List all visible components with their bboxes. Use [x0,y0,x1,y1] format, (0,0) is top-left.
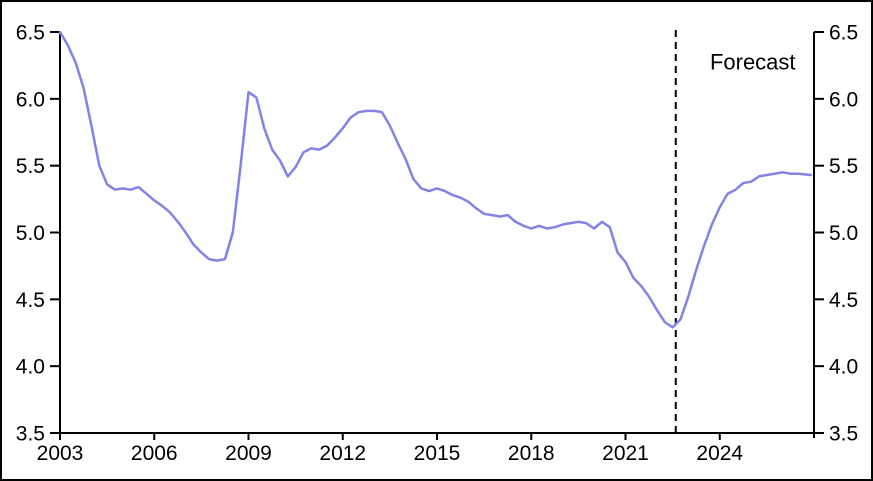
y-axis-tick-label-right: 5.0 [829,222,858,245]
x-axis-tick-label: 2021 [602,442,649,465]
x-axis-tick-label: 2024 [696,442,743,465]
forecast-annotation: Forecast [710,49,796,74]
y-axis-tick-label-right: 3.5 [829,423,858,446]
y-axis-tick-label-left: 6.0 [16,88,45,111]
y-axis-tick-label-left: 6.5 [16,22,45,45]
y-axis-tick-label-left: 5.5 [16,155,45,178]
data-series-line [58,30,813,329]
x-axis-tick-label: 2012 [319,442,366,465]
y-axis-tick-label-right: 5.5 [829,155,858,178]
y-axis-tick-label-left: 4.5 [16,289,45,312]
x-axis-tick-label: 2018 [508,442,555,465]
y-axis-tick-label-right: 6.5 [829,22,858,45]
y-axis-tick-label-left: 4.0 [16,356,45,379]
y-axis-tick-label-left: 5.0 [16,222,45,245]
x-axis-tick-label: 2006 [131,442,178,465]
axes-group: 6.5 6.5 6.0 6.0 5.5 5.5 5.0 5.0 4.5 4.5 4.0 4.0 3.5 3… [16,22,858,466]
x-axis-tick-label: 2015 [414,442,461,465]
y-axis-tick-label-right: 6.0 [829,88,858,111]
x-axis-tick-label: 2009 [225,442,272,465]
y-axis-tick-label-right: 4.5 [829,289,858,312]
x-axis-tick-label: 2003 [37,442,84,465]
y-axis-tick-label-right: 4.0 [829,356,858,379]
y-axis-tick-label-left: 3.5 [16,423,45,446]
